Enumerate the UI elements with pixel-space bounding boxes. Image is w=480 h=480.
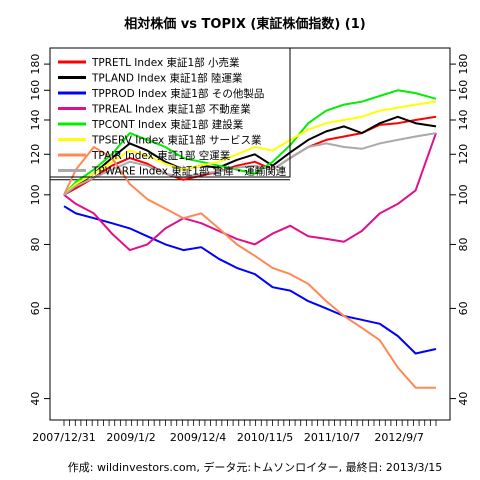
y-tick-label-right: 140 xyxy=(457,109,470,130)
legend-label-2: TPPROD Index 東証1部 その他製品 xyxy=(91,87,264,100)
y-tick-label-left: 60 xyxy=(29,301,42,315)
y-tick-label-right: 160 xyxy=(457,80,470,101)
legend-label-4: TPCONT Index 東証1部 建設業 xyxy=(91,118,244,131)
series-line-7 xyxy=(63,132,437,196)
y-axis-left: 40 60 80 100 120 140 160 180 xyxy=(29,54,50,406)
y-tick-label-right: 180 xyxy=(457,54,470,75)
series-line-3 xyxy=(63,132,437,252)
x-axis: 2007/12/31 2009/1/2 2009/12/4 2010/11/5 2011… xyxy=(32,420,437,444)
y-tick-label-right: 80 xyxy=(457,237,470,251)
legend-label-1: TPLAND Index 東証1部 陸運業 xyxy=(91,72,243,85)
legend-box xyxy=(49,47,291,178)
x-tick-label: 2012/9/7 xyxy=(374,431,423,444)
series-line-2 xyxy=(63,205,437,355)
y-tick-label-left: 140 xyxy=(29,109,42,130)
x-tick-label: 2010/11/5 xyxy=(237,431,293,444)
legend-label-6: TPAIR Index 東証1部 空運業 xyxy=(91,149,231,162)
series-line-1 xyxy=(63,115,437,196)
chart-caption: 作成: wildinvestors.com, データ元:トムソンロイター, 最終… xyxy=(68,460,442,474)
series-line-4 xyxy=(63,89,437,196)
x-tick-label: 2007/12/31 xyxy=(32,431,95,444)
series-line-5 xyxy=(63,100,437,196)
y-axis-right: 40 60 80 100 120 140 160 180 xyxy=(450,54,470,406)
series-layer xyxy=(63,89,437,389)
legend-label-0: TPRETL Index 東証1部 小売業 xyxy=(91,56,240,69)
x-tick-label: 2009/1/2 xyxy=(106,431,155,444)
series-line-6 xyxy=(63,146,436,389)
y-tick-label-left: 160 xyxy=(29,80,42,101)
y-tick-label-right: 120 xyxy=(457,144,470,165)
legend-label-7: TPWARE Index 東証1部 倉庫・運輸関連 xyxy=(91,165,287,178)
x-tick-label: 2009/12/4 xyxy=(170,431,226,444)
y-tick-label-left: 120 xyxy=(29,144,42,165)
y-tick-label-right: 100 xyxy=(457,184,470,205)
legend-label-5: TPSERV Index 東証1部 サービス業 xyxy=(91,134,262,147)
chart-title: 相対株価 vs TOPIX (東証株価指数) (1) xyxy=(124,16,365,32)
y-tick-label-left: 80 xyxy=(29,237,42,251)
y-tick-label-left: 100 xyxy=(29,184,42,205)
y-tick-label-left: 180 xyxy=(29,54,42,75)
legend-label-3: TPREAL Index 東証1部 不動産業 xyxy=(91,103,251,116)
y-tick-label-right: 60 xyxy=(457,301,470,315)
y-tick-label-left: 40 xyxy=(29,392,42,406)
y-tick-label-right: 40 xyxy=(457,392,470,406)
legend: TPRETL Index 東証1部 小売業 TPLAND Index 東証1部 陸… xyxy=(49,47,291,178)
x-tick-label: 2011/10/7 xyxy=(304,431,360,444)
